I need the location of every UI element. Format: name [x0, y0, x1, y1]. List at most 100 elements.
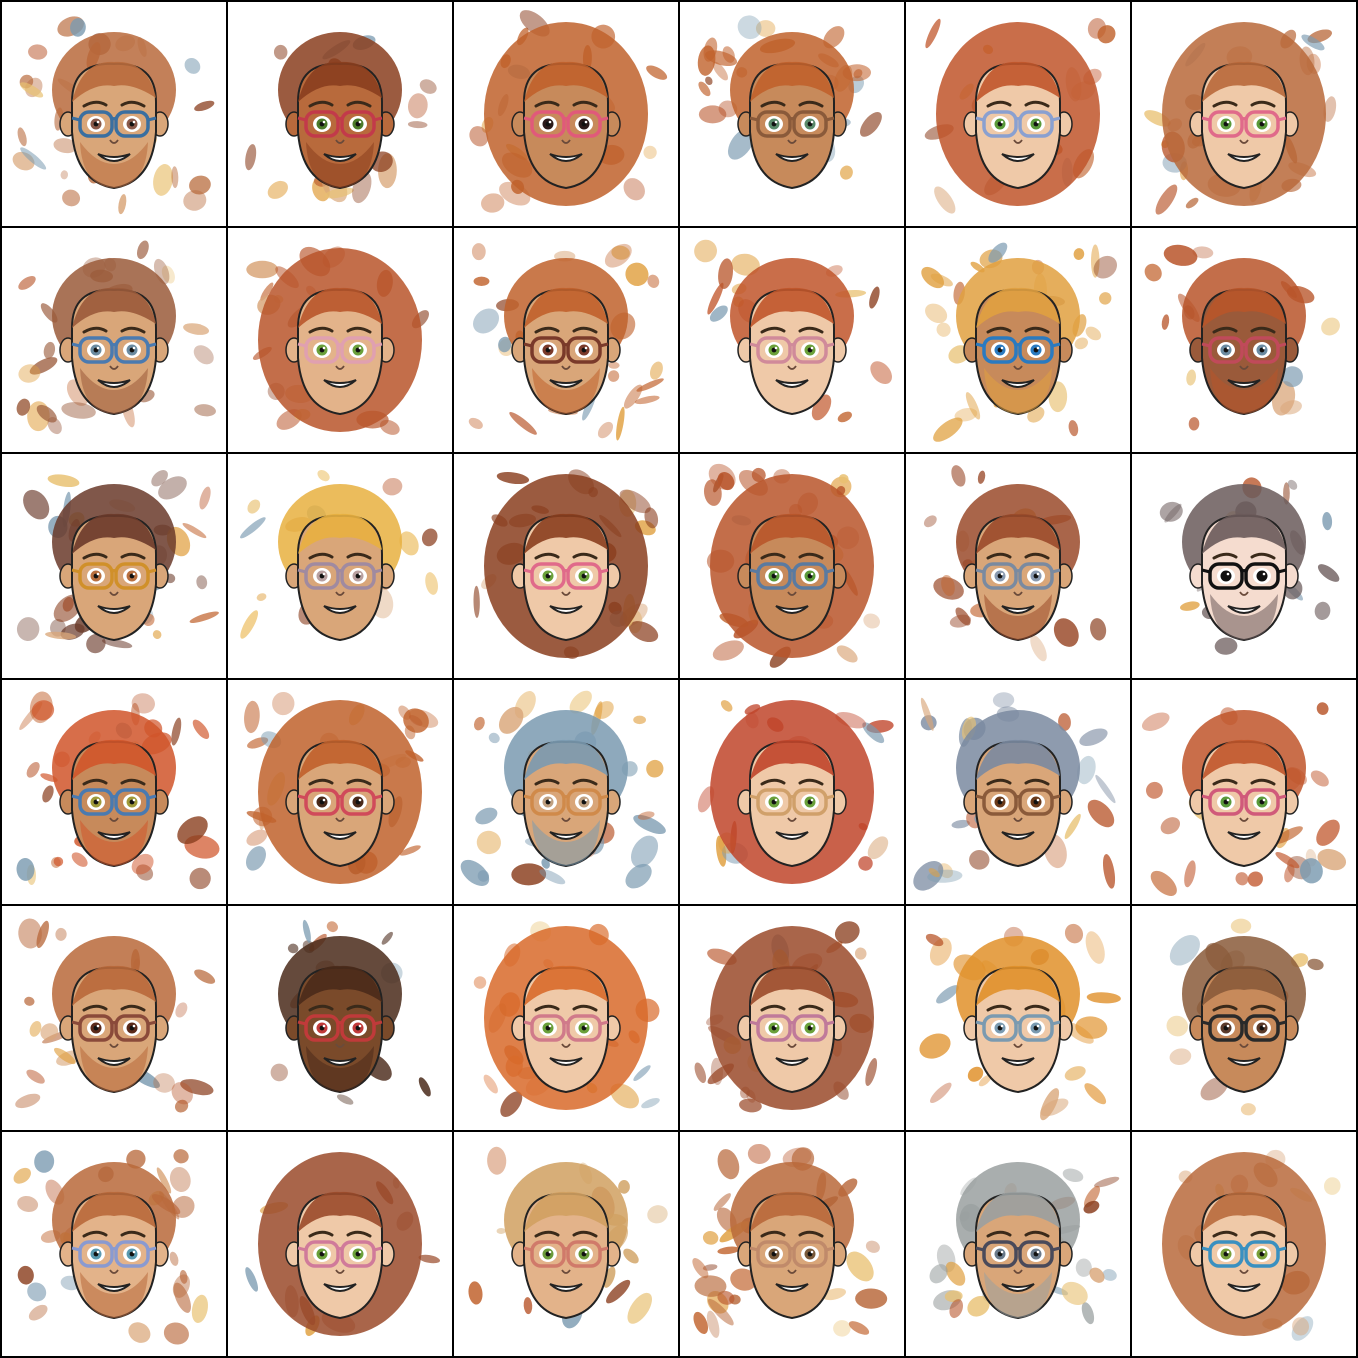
glasses-icon	[1201, 1240, 1287, 1268]
avatar-tile	[2, 906, 226, 1130]
glasses-icon	[523, 336, 609, 364]
avatar-illustration	[697, 700, 894, 884]
glasses-icon	[523, 110, 609, 138]
avatar-tile	[906, 906, 1130, 1130]
glasses-icon	[297, 336, 383, 364]
glasses-icon	[975, 1014, 1061, 1042]
avatar-illustration	[924, 18, 1116, 214]
glasses-icon	[71, 1014, 157, 1042]
glasses-icon	[749, 1240, 835, 1268]
glasses-icon	[749, 788, 835, 816]
glasses-icon	[297, 788, 383, 816]
glasses-icon	[297, 110, 383, 138]
avatar-illustration	[15, 918, 216, 1113]
avatar-tile	[1132, 454, 1356, 678]
avatar-tile	[228, 454, 452, 678]
avatar-tile	[454, 2, 678, 226]
avatar-illustration	[1166, 918, 1324, 1116]
avatar-illustration	[12, 16, 215, 215]
avatar-tile	[454, 228, 678, 452]
avatar-tile	[454, 680, 678, 904]
avatar-tile	[1132, 906, 1356, 1130]
avatar-illustration	[16, 470, 219, 654]
avatar-tile	[680, 454, 904, 678]
avatar-illustration	[692, 1143, 888, 1338]
avatar-tile	[1132, 680, 1356, 904]
glasses-icon	[1201, 788, 1287, 816]
avatar-tile	[680, 680, 904, 904]
avatar-illustration	[468, 1146, 668, 1329]
glasses-icon	[523, 788, 609, 816]
glasses-icon	[523, 1240, 609, 1268]
avatar-tile	[2, 228, 226, 452]
avatar-tile	[906, 228, 1130, 452]
glasses-icon	[1201, 336, 1287, 364]
glasses-icon	[71, 110, 157, 138]
avatar-tile	[228, 906, 452, 1130]
avatar-tile	[2, 680, 226, 904]
avatar-tile	[228, 1132, 452, 1356]
avatar-tile	[1132, 1132, 1356, 1356]
avatar-tile	[454, 906, 678, 1130]
avatar-illustration	[929, 1162, 1120, 1325]
glasses-icon	[297, 562, 383, 590]
avatar-illustration	[16, 691, 220, 890]
avatar-illustration	[694, 239, 892, 423]
glasses-icon	[975, 1240, 1061, 1268]
avatar-tile	[2, 1132, 226, 1356]
avatar-illustration	[923, 465, 1107, 662]
glasses-icon	[975, 788, 1061, 816]
glasses-icon	[523, 1014, 609, 1042]
glasses-icon	[297, 1014, 383, 1042]
avatar-tile	[906, 680, 1130, 904]
avatar-illustration	[913, 692, 1116, 891]
avatar-illustration	[246, 246, 430, 435]
avatar-illustration	[473, 469, 659, 659]
avatar-illustration	[468, 243, 664, 441]
avatar-illustration	[1141, 702, 1347, 896]
avatar-tile	[906, 454, 1130, 678]
avatar-tile	[680, 2, 904, 226]
glasses-icon	[749, 336, 835, 364]
glasses-icon	[71, 336, 157, 364]
avatar-illustration	[16, 240, 216, 435]
avatar-tile	[1132, 2, 1356, 226]
glasses-icon	[71, 562, 157, 590]
avatar-tile	[680, 906, 904, 1130]
avatar-tile	[1132, 228, 1356, 452]
avatar-tile	[906, 2, 1130, 226]
avatar-illustration	[13, 1149, 208, 1345]
glasses-icon	[71, 788, 157, 816]
avatar-illustration	[1144, 22, 1337, 215]
avatar-illustration	[473, 921, 660, 1117]
glasses-icon	[975, 336, 1061, 364]
avatar-illustration	[469, 10, 668, 213]
glasses-icon	[1201, 562, 1287, 590]
glasses-icon	[523, 562, 609, 590]
avatar-illustration	[703, 463, 880, 668]
glasses-icon	[297, 1240, 383, 1268]
glasses-icon	[975, 110, 1061, 138]
avatar-tile	[906, 1132, 1130, 1356]
glasses-icon	[749, 1014, 835, 1042]
avatar-illustration	[240, 469, 438, 642]
avatar-tile	[228, 2, 452, 226]
avatar-tile	[2, 454, 226, 678]
avatar-tile	[454, 1132, 678, 1356]
avatar-tile	[454, 454, 678, 678]
glasses-icon	[1201, 1014, 1287, 1042]
glasses-icon	[975, 562, 1061, 590]
glasses-icon	[749, 110, 835, 138]
avatar-tile	[228, 228, 452, 452]
avatar-illustration	[1159, 477, 1340, 655]
avatar-illustration	[270, 919, 431, 1105]
avatar-illustration	[245, 32, 437, 204]
avatar-tile	[680, 1132, 904, 1356]
glasses-icon	[1201, 110, 1287, 138]
avatar-illustration	[460, 690, 666, 889]
avatar-illustration	[694, 921, 878, 1113]
avatar-tile	[2, 2, 226, 226]
avatar-illustration	[1162, 1149, 1341, 1341]
avatar-illustration	[921, 242, 1117, 442]
